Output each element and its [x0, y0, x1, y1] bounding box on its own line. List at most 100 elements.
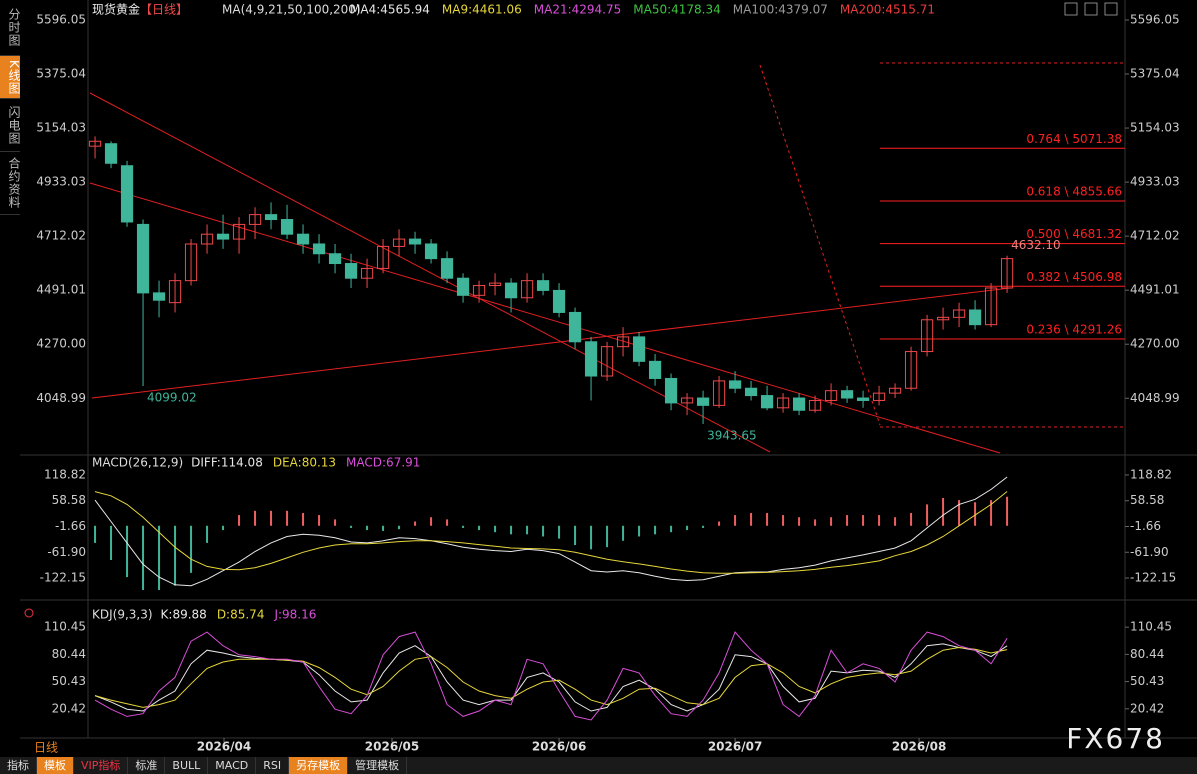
tool-tab[interactable]: 管理模板: [348, 757, 408, 774]
candle-body: [808, 399, 822, 411]
tool-tab[interactable]: 指标: [0, 757, 37, 774]
ma-legend: MA50:4178.34: [633, 3, 721, 17]
side-tab[interactable]: 合约资料: [0, 152, 21, 215]
y-tick-label: -122.15: [1130, 571, 1176, 585]
y-tick-label: 20.42: [1130, 701, 1164, 715]
candle-body: [280, 219, 294, 235]
candle-body: [616, 336, 630, 348]
candle-body: [520, 280, 534, 299]
candle-body: [120, 165, 134, 223]
indicator-line: [94, 631, 1008, 721]
tool-tab[interactable]: MACD: [208, 757, 257, 774]
candle-body: [456, 277, 470, 296]
candle-body: [888, 387, 902, 394]
fib-label: 0.764 \ 5071.38: [1026, 132, 1122, 146]
candle-body: [792, 397, 806, 411]
y-tick-label: 4712.02: [36, 229, 86, 243]
y-tick-label: 58.58: [52, 493, 86, 507]
price-annotation: 4632.10: [1011, 238, 1061, 252]
y-tick-label: 4712.02: [1130, 229, 1180, 243]
side-tab[interactable]: K线图: [0, 56, 21, 99]
candle-body: [552, 289, 566, 313]
candle-body: [504, 282, 518, 299]
chart: 现货黄金 【日线】 MA(4,9,21,50,100,200) 日线 FX678…: [20, 0, 1197, 755]
x-tick-label: 2026/04: [197, 740, 251, 754]
candle-body: [648, 360, 662, 379]
candle-body: [536, 280, 550, 291]
tool-tab[interactable]: 标准: [128, 757, 166, 774]
candle-body: [680, 397, 694, 404]
candle-body: [408, 238, 422, 245]
y-tick-label: -61.90: [47, 545, 86, 559]
ma-legend: MA21:4294.75: [534, 3, 622, 17]
y-tick-label: 5154.03: [1130, 121, 1180, 135]
candle-body: [936, 316, 950, 321]
toolbar-icons[interactable]: [1064, 2, 1118, 16]
y-tick-label: 5375.04: [36, 67, 86, 81]
candle-body: [696, 397, 710, 406]
panel-title: KDJ(9,3,3): [92, 608, 153, 622]
ma-legend: MA100:4379.07: [733, 3, 828, 17]
candle-body: [344, 263, 358, 279]
ma-legend: MA9:4461.06: [442, 3, 522, 17]
y-tick-label: 4491.01: [36, 283, 86, 297]
candle-body: [840, 390, 854, 399]
frame: [20, 0, 1197, 739]
y-tick-label: 50.43: [1130, 674, 1164, 688]
x-tick-label: 2026/05: [365, 740, 419, 754]
x-tick-label: 2026/07: [708, 740, 762, 754]
candle-body: [600, 346, 614, 377]
tool-tab[interactable]: 另存模板: [289, 757, 349, 774]
candle-body: [184, 243, 198, 282]
candle-body: [264, 214, 278, 221]
y-tick-label: -61.90: [1130, 545, 1169, 559]
candle-body: [856, 397, 870, 401]
y-tick-label: 118.82: [44, 467, 86, 481]
candle-body: [216, 233, 230, 240]
candle-body: [392, 238, 406, 247]
tool-tab[interactable]: VIP指标: [74, 757, 129, 774]
x-tick-label: 2026/08: [892, 740, 946, 754]
trend-lines: [89, 62, 1125, 454]
tool-bar: 指标 模板 VIP指标 标准 BULL MACD RSI 另存模板 管理模板: [0, 757, 1197, 774]
candle-body: [232, 223, 246, 240]
x-tick-label: 2026/06: [532, 740, 586, 754]
y-tick-label: 110.45: [1130, 620, 1172, 634]
period: 【日线】: [140, 3, 188, 17]
ma-spec: MA(4,9,21,50,100,200): [222, 3, 361, 17]
tool-tab[interactable]: 模板: [37, 757, 74, 774]
indicator-line: [94, 491, 1008, 574]
candle-body: [824, 390, 838, 401]
y-tick-label: 4933.03: [36, 175, 86, 189]
indicator-line: [94, 476, 1008, 587]
y-tick-label: 4933.03: [1130, 175, 1180, 189]
y-tick-label: 5154.03: [36, 121, 86, 135]
candle-body: [744, 387, 758, 397]
y-tick-label: 50.43: [52, 674, 86, 688]
panel-legend: MACD:67.91: [346, 456, 420, 470]
candle-body: [312, 243, 326, 255]
candle-body: [584, 341, 598, 377]
side-tab[interactable]: 分时图: [0, 0, 21, 56]
y-tick-label: 4270.00: [1130, 337, 1180, 351]
y-tick-label: 118.82: [1130, 467, 1172, 481]
panel-title: MACD(26,12,9): [92, 456, 183, 470]
period-label: 日线: [34, 741, 58, 755]
tool-tab[interactable]: RSI: [256, 757, 290, 774]
price-annotation: 4099.02: [147, 391, 197, 405]
symbol: 现货黄金: [92, 2, 140, 17]
y-tick-label: 4491.01: [1130, 283, 1180, 297]
side-tab[interactable]: 闪电图: [0, 99, 21, 152]
candle-body: [904, 351, 918, 389]
tool-tab[interactable]: BULL: [165, 757, 209, 774]
fib-label: 0.500 \ 4681.32: [1026, 227, 1122, 241]
candle-body: [872, 392, 886, 401]
candle-body: [136, 223, 150, 294]
candle-body: [440, 258, 454, 279]
candle-body: [104, 143, 118, 164]
panel-legend: DEA:80.13: [273, 456, 336, 470]
candle-body: [152, 292, 166, 301]
panel-legend: DIFF:114.08: [191, 456, 263, 470]
watermark: FX678: [1066, 722, 1165, 755]
